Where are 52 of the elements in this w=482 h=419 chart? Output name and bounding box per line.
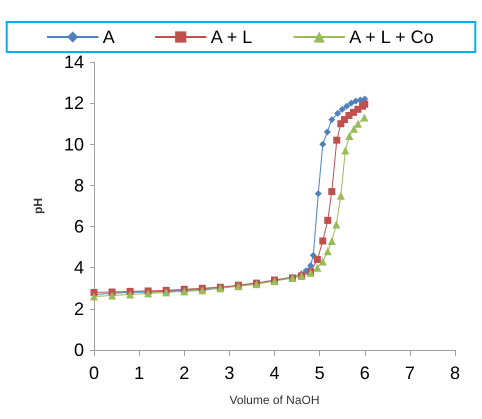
y-tick-label: 14: [64, 52, 84, 72]
legend-label: A + L: [210, 27, 252, 47]
legend-label: A: [102, 27, 115, 47]
point: [343, 102, 350, 110]
x-tick-label: 7: [404, 363, 415, 383]
legend-label: A + L + Co: [349, 27, 434, 47]
x-tick-label: 0: [88, 363, 100, 383]
point: [360, 114, 368, 122]
x-tick-label: 4: [269, 363, 280, 383]
point: [354, 120, 362, 128]
point: [348, 100, 355, 107]
x-tick-label: 6: [360, 363, 370, 383]
point: [341, 146, 350, 154]
point: [324, 247, 332, 256]
point: [361, 100, 368, 108]
point: [338, 106, 346, 113]
point: [352, 98, 360, 105]
x-tick-label: 2: [179, 363, 190, 383]
point: [332, 220, 340, 229]
point: [314, 256, 321, 263]
point: [90, 292, 98, 301]
y-tick-label: 12: [64, 93, 84, 114]
point: [334, 110, 342, 117]
point: [318, 258, 327, 266]
point: [307, 262, 314, 270]
point: [313, 264, 322, 272]
point: [108, 291, 116, 300]
point: [328, 236, 336, 245]
x-tick-label: 5: [314, 363, 325, 383]
x-tick-label: 3: [224, 363, 234, 383]
point: [328, 188, 336, 196]
point: [350, 124, 358, 133]
point: [314, 190, 322, 198]
y-tick-label: 4: [74, 258, 84, 278]
point: [126, 290, 134, 298]
point: [333, 136, 340, 144]
point: [345, 132, 354, 140]
x-tick-label: 1: [134, 363, 144, 383]
y-tick-label: 2: [74, 298, 84, 319]
x-axis-title: Volume of NaOH: [229, 393, 320, 407]
point: [336, 192, 345, 200]
point: [324, 216, 332, 224]
x-tick-label: 8: [450, 363, 460, 383]
point: [328, 116, 336, 124]
point: [319, 237, 326, 244]
point: [324, 128, 331, 136]
y-tick-label: 0: [74, 340, 84, 360]
point: [319, 140, 326, 148]
y-tick-label: 6: [74, 216, 84, 237]
y-tick-label: 10: [64, 134, 84, 154]
y-axis-title: pH: [31, 198, 45, 214]
y-tick-label: 8: [74, 175, 84, 196]
